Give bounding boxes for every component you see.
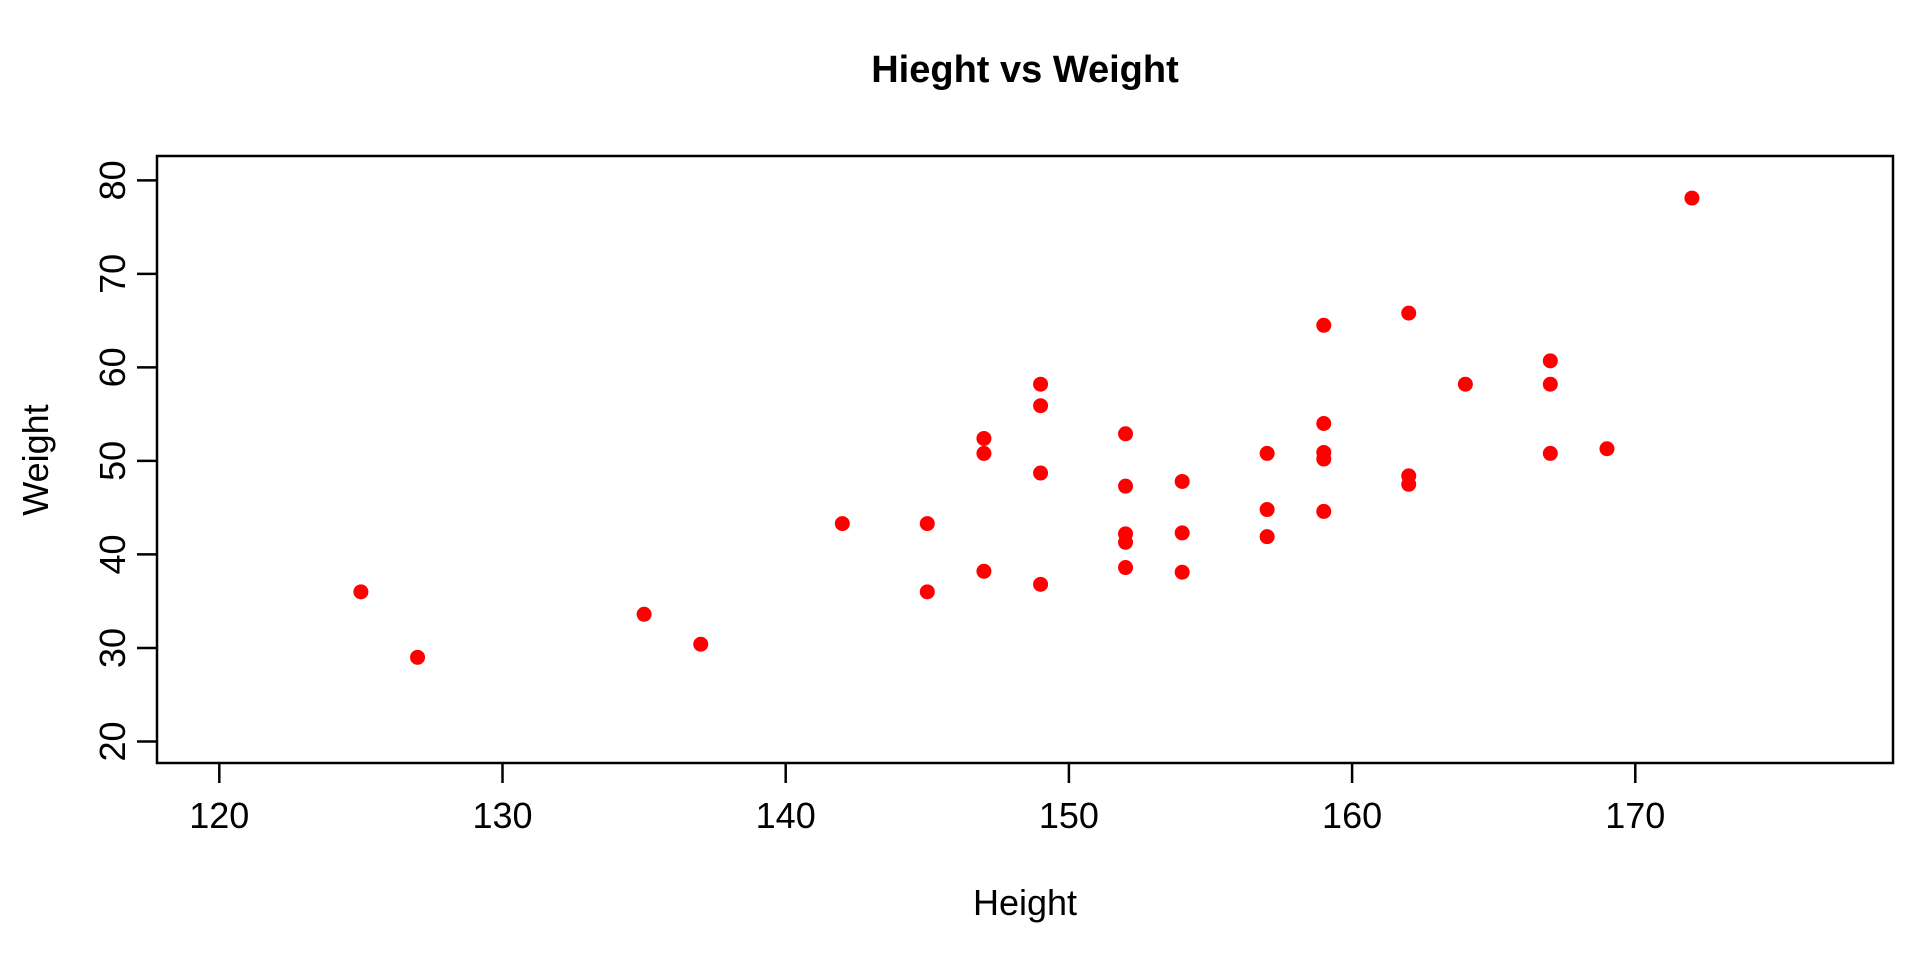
y-axis-ticks: 20 30 40 50 60 70 80 xyxy=(92,160,157,762)
data-point xyxy=(1259,445,1275,461)
data-point xyxy=(1174,564,1190,580)
data-point xyxy=(1316,451,1332,467)
data-point xyxy=(1033,465,1049,481)
x-axis-title: Height xyxy=(973,882,1077,923)
y-tick-label: 60 xyxy=(92,347,133,387)
data-point xyxy=(1599,441,1615,457)
y-axis-title: Weight xyxy=(15,404,56,515)
x-tick-label: 160 xyxy=(1322,795,1382,836)
data-point xyxy=(1174,525,1190,541)
data-point xyxy=(693,636,709,652)
data-point xyxy=(1457,376,1473,392)
data-points-layer xyxy=(353,190,1700,665)
data-point xyxy=(1401,305,1417,321)
data-point xyxy=(1118,534,1134,550)
data-point xyxy=(1033,398,1049,414)
x-tick-label: 120 xyxy=(189,795,249,836)
chart-title: Hieght vs Weight xyxy=(871,49,1179,91)
data-point xyxy=(1174,473,1190,489)
x-tick-label: 150 xyxy=(1039,795,1099,836)
data-point xyxy=(976,563,992,579)
data-point xyxy=(834,516,850,532)
data-point xyxy=(1259,502,1275,518)
data-point xyxy=(1684,190,1700,206)
data-point xyxy=(919,516,935,532)
data-point xyxy=(1033,576,1049,592)
y-tick-label: 20 xyxy=(92,721,133,761)
data-point xyxy=(976,430,992,446)
data-point xyxy=(410,649,426,665)
data-point xyxy=(1542,376,1558,392)
data-point xyxy=(919,584,935,600)
data-point xyxy=(1118,560,1134,576)
y-tick-label: 70 xyxy=(92,254,133,294)
data-point xyxy=(1118,478,1134,494)
y-tick-label: 50 xyxy=(92,441,133,481)
x-tick-label: 130 xyxy=(472,795,532,836)
y-tick-label: 40 xyxy=(92,534,133,574)
data-point xyxy=(353,584,369,600)
data-point xyxy=(1316,415,1332,431)
x-tick-label: 170 xyxy=(1605,795,1665,836)
data-point xyxy=(1033,376,1049,392)
data-point xyxy=(1542,353,1558,369)
data-point xyxy=(636,606,652,622)
plot-box xyxy=(155,154,1895,765)
data-point xyxy=(1118,426,1134,442)
data-point xyxy=(1316,503,1332,519)
data-point xyxy=(1542,445,1558,461)
x-tick-label: 140 xyxy=(756,795,816,836)
y-tick-label: 80 xyxy=(92,160,133,200)
y-tick-label: 30 xyxy=(92,628,133,668)
x-axis-ticks: 120 130 140 150 160 170 xyxy=(189,763,1665,836)
data-point xyxy=(1316,317,1332,333)
data-point xyxy=(976,445,992,461)
data-point xyxy=(1259,529,1275,545)
data-point xyxy=(1401,476,1417,492)
